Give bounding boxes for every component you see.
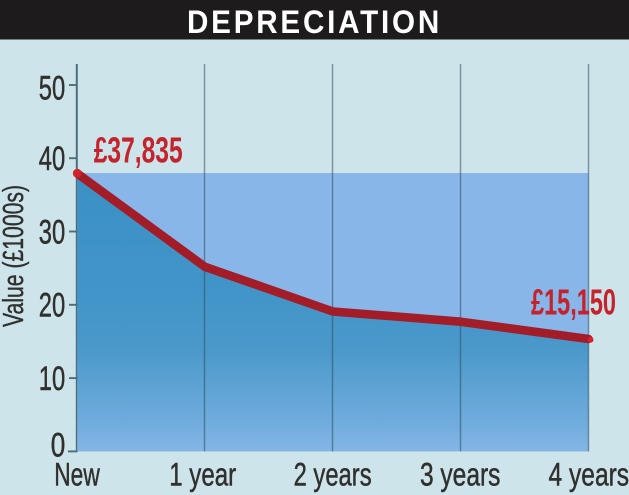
svg-text:£15,150: £15,150: [531, 281, 616, 322]
svg-text:0: 0: [51, 427, 66, 465]
svg-text:20: 20: [39, 287, 65, 325]
svg-text:10: 10: [39, 360, 65, 398]
svg-text:£37,835: £37,835: [94, 130, 183, 171]
svg-text:Value (£1000s): Value (£1000s): [0, 185, 30, 327]
svg-text:50: 50: [39, 70, 65, 108]
svg-text:4 years: 4 years: [549, 457, 629, 493]
svg-text:New: New: [54, 457, 100, 493]
svg-text:DEPRECIATION: DEPRECIATION: [187, 4, 442, 40]
svg-text:40: 40: [39, 140, 65, 178]
svg-text:2 years: 2 years: [294, 457, 372, 493]
svg-text:30: 30: [39, 213, 65, 251]
svg-text:3 years: 3 years: [420, 457, 501, 493]
svg-text:1 year: 1 year: [169, 457, 236, 493]
